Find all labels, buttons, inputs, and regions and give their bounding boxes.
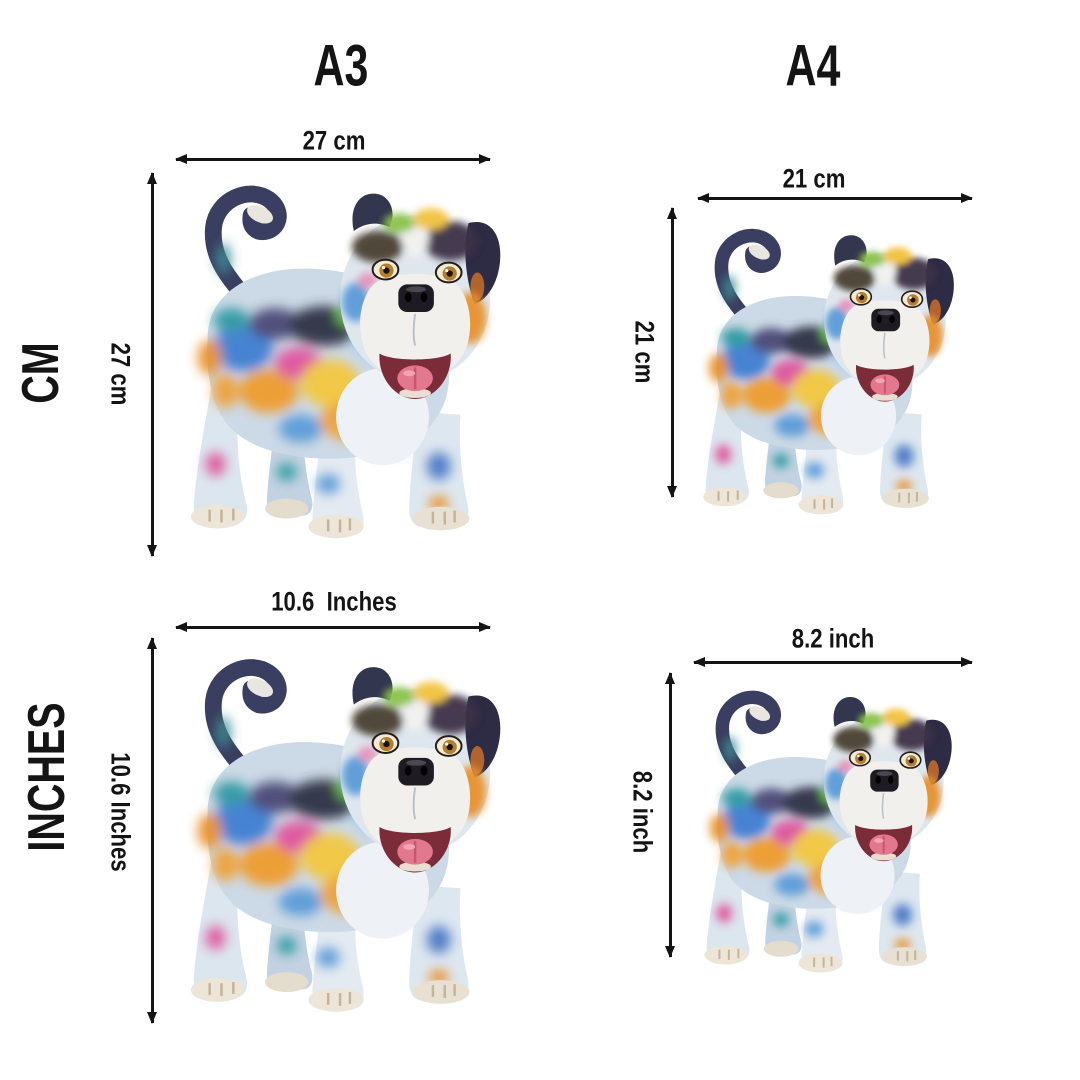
dog-illustration [693,216,960,520]
width-arrow [698,197,972,200]
column-header-a4: A4 [785,33,841,99]
width-arrow [176,158,490,161]
height-dimension-label: 21 cm [629,320,660,384]
height-arrow [151,638,154,1023]
dog-illustration [180,167,506,548]
width-dimension-label: 10.6 Inches [271,586,397,617]
height-dimension-label: 8.2 inch [627,770,658,854]
height-arrow [151,173,154,556]
width-dimension-label: 27 cm [302,125,366,156]
dog-illustration [692,678,960,978]
column-header-a3: A3 [313,33,369,99]
height-arrow [669,673,672,957]
dog-illustration [180,640,506,1022]
row-label-cm: CM [12,342,70,404]
height-dimension-label: 27 cm [105,342,136,406]
height-dimension-label: 10.6 Inches [105,752,136,872]
width-dimension-label: 21 cm [782,163,846,194]
row-label-inches: INCHES [18,702,76,852]
height-arrow [671,208,674,497]
width-arrow [176,626,490,629]
width-dimension-label: 8.2 inch [791,623,875,654]
width-arrow [694,661,972,664]
